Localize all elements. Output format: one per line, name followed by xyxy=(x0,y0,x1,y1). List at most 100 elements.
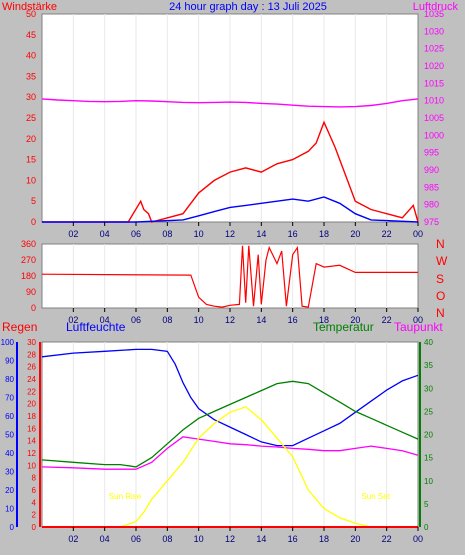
temperature-tick-label: 30 xyxy=(424,384,433,393)
pressure-tick-label: 1030 xyxy=(424,26,444,36)
panel1-series-1 xyxy=(42,120,419,223)
wind-tick-label: 0 xyxy=(31,217,36,227)
pressure-tick-label: 975 xyxy=(424,217,439,227)
humidity-tick-label: 70 xyxy=(5,394,14,403)
panel1-x-tick-label: 08 xyxy=(162,229,172,239)
temperature-tick-label: 40 xyxy=(424,338,433,347)
panel3-x-tick-label: 08 xyxy=(162,534,172,544)
panel2-x-tick-label: 20 xyxy=(350,315,360,325)
humidity-tick-label: 30 xyxy=(5,468,14,477)
panel3-x-tick-label: 22 xyxy=(382,534,392,544)
panel3-x-tick-label: 04 xyxy=(100,534,110,544)
direction-tick-label: 270 xyxy=(21,255,36,265)
rain-tick-label: 20 xyxy=(27,400,36,409)
wind-tick-label: 15 xyxy=(26,155,36,165)
chart-title: 24 hour graph day : 13 Juli 2025 xyxy=(169,1,327,13)
panel2-x-tick-label: 22 xyxy=(382,315,392,325)
temperature-tick-label: 20 xyxy=(424,431,433,440)
panel1-series-0 xyxy=(41,98,419,108)
rain-tick-label: 0 xyxy=(32,523,37,532)
panel3-x-tick-label: 10 xyxy=(194,534,204,544)
rain-tick-label: 14 xyxy=(27,437,36,446)
panel3-series-3 xyxy=(42,406,418,528)
compass-label: S xyxy=(436,272,444,286)
dewpoint-axis-title: Taupunkt xyxy=(394,320,443,334)
humidity-tick-label: 10 xyxy=(5,505,14,514)
pressure-tick-label: 1015 xyxy=(424,78,444,88)
wind-tick-label: 35 xyxy=(26,71,36,81)
pressure-tick-label: 1005 xyxy=(424,113,444,123)
humidity-tick-label: 60 xyxy=(5,412,14,421)
rain-tick-label: 18 xyxy=(27,412,36,421)
panel3-x-tick-label: 00 xyxy=(413,534,423,544)
pressure-tick-label: 1000 xyxy=(424,130,444,140)
panel3-x-tick-label: 16 xyxy=(288,534,298,544)
rain-tick-label: 30 xyxy=(27,338,36,347)
rain-tick-label: 12 xyxy=(27,449,36,458)
compass-label: O xyxy=(436,289,445,303)
wind-tick-label: 30 xyxy=(26,92,36,102)
panel1-x-tick-label: 22 xyxy=(382,229,392,239)
rain-axis-title: Regen xyxy=(2,320,37,334)
compass-label: N xyxy=(436,306,445,320)
panel1-x-tick-label: 00 xyxy=(413,229,423,239)
panel1-x-tick-label: 16 xyxy=(288,229,298,239)
panel3-x-tick-label: 18 xyxy=(319,534,329,544)
wind-tick-label: 25 xyxy=(26,113,36,123)
rain-tick-label: 28 xyxy=(27,350,36,359)
humidity-tick-label: 100 xyxy=(1,338,15,347)
panel3-x-tick-label: 20 xyxy=(350,534,360,544)
panel1-x-tick-label: 04 xyxy=(100,229,110,239)
pressure-axis-title: Luftdruck xyxy=(413,1,459,13)
wind-tick-label: 20 xyxy=(26,134,36,144)
temperature-tick-label: 15 xyxy=(424,454,433,463)
pressure-tick-label: 990 xyxy=(424,165,439,175)
rain-tick-label: 10 xyxy=(27,461,36,470)
panel2-x-tick-label: 04 xyxy=(100,315,110,325)
panel2-x-tick-label: 06 xyxy=(131,315,141,325)
panel1-series-2 xyxy=(42,196,419,223)
panel3-x-tick-label: 06 xyxy=(131,534,141,544)
panel3-series-0 xyxy=(41,348,419,447)
wind-tick-label: 5 xyxy=(31,196,36,206)
pressure-tick-label: 995 xyxy=(424,148,439,158)
rain-tick-label: 6 xyxy=(32,486,37,495)
compass-label: N xyxy=(436,237,445,251)
panel1-x-tick-label: 14 xyxy=(256,229,266,239)
wind-tick-label: 40 xyxy=(26,51,36,61)
pressure-tick-label: 980 xyxy=(424,200,439,210)
rain-tick-label: 16 xyxy=(27,424,36,433)
panel1-x-tick-label: 18 xyxy=(319,229,329,239)
humidity-tick-label: 50 xyxy=(5,431,14,440)
panel2-x-tick-label: 08 xyxy=(162,315,172,325)
humidity-tick-label: 20 xyxy=(5,486,14,495)
panel1-x-tick-label: 02 xyxy=(68,229,78,239)
direction-tick-label: 360 xyxy=(21,239,36,249)
rain-tick-label: 24 xyxy=(27,375,36,384)
wind-tick-label: 45 xyxy=(26,30,36,40)
temperature-tick-label: 25 xyxy=(424,407,433,416)
rain-tick-label: 2 xyxy=(32,511,37,520)
panel2-x-tick-label: 10 xyxy=(194,315,204,325)
sun-annotation-1: Sun Set xyxy=(361,492,390,501)
panel3-x-tick-label: 12 xyxy=(225,534,235,544)
panel2-x-tick-label: 02 xyxy=(68,315,78,325)
direction-tick-label: 0 xyxy=(31,303,36,313)
pressure-tick-label: 985 xyxy=(424,182,439,192)
wind-tick-label: 50 xyxy=(26,9,36,19)
pressure-tick-label: 1010 xyxy=(424,96,444,106)
direction-tick-label: 90 xyxy=(26,287,36,297)
panel1-x-tick-label: 20 xyxy=(350,229,360,239)
temperature-tick-label: 35 xyxy=(424,361,433,370)
humidity-tick-label: 0 xyxy=(10,523,15,532)
rain-tick-label: 4 xyxy=(32,498,37,507)
compass-label: W xyxy=(436,254,448,268)
panel1-x-tick-label: 06 xyxy=(131,229,141,239)
panel2-x-tick-label: 00 xyxy=(413,315,423,325)
pressure-tick-label: 1035 xyxy=(424,9,444,19)
rain-tick-label: 22 xyxy=(27,387,36,396)
wind-axis-title: Windstärke xyxy=(2,1,57,13)
panel3-series-2 xyxy=(41,436,419,470)
panel3-series-1 xyxy=(41,380,419,468)
